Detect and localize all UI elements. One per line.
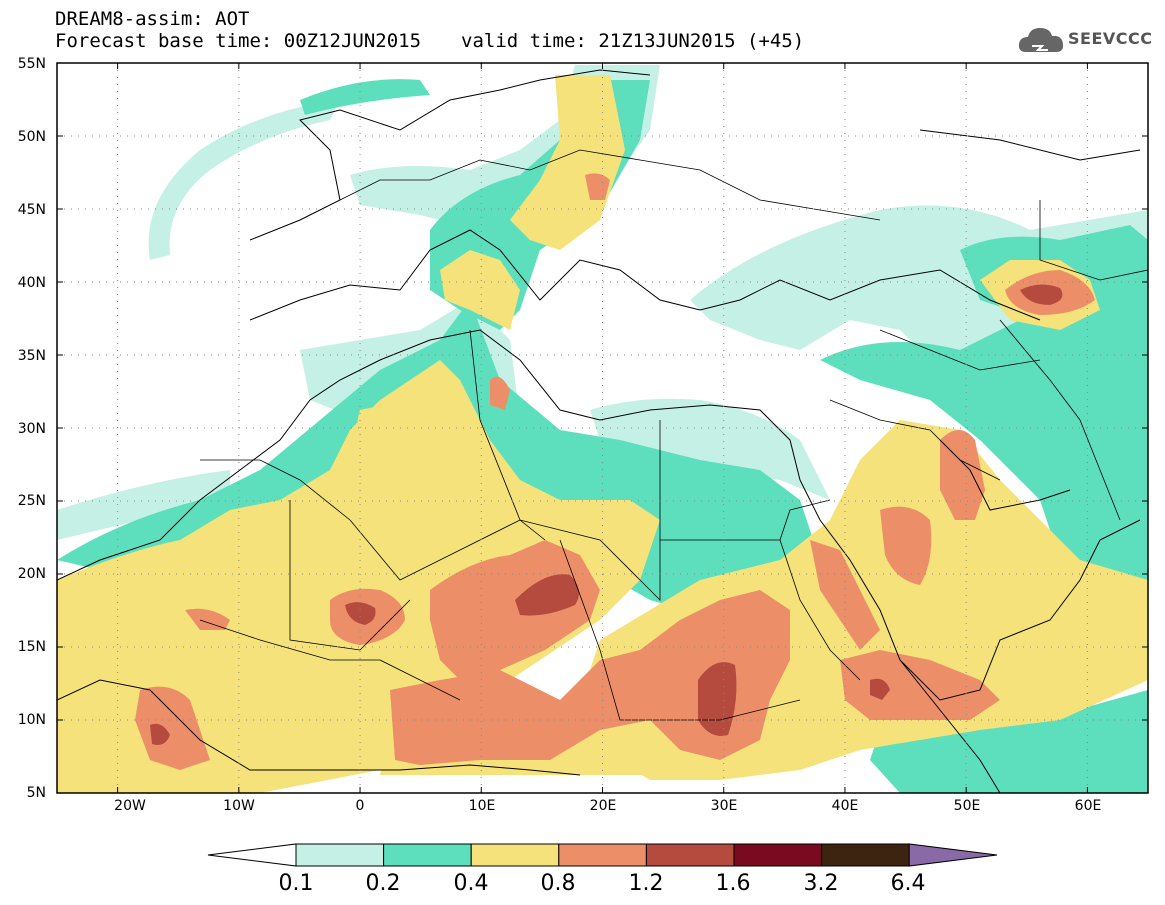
colorbar-swatch (821, 843, 910, 867)
aot-contour (440, 250, 520, 330)
lon-label: 60E (1074, 798, 1102, 814)
aot-contour (820, 320, 1148, 600)
country-border (339, 149, 881, 221)
aot-contour (57, 360, 660, 793)
aot-contour (940, 430, 985, 520)
lat-label: 30N (17, 421, 46, 437)
aot-contour (515, 574, 579, 616)
lon-label: 40E (831, 798, 859, 814)
lon-label: 0 (355, 798, 365, 814)
lon-label: 20W (114, 798, 146, 814)
aot-contour (185, 608, 230, 630)
aot-contour (1020, 284, 1063, 305)
aot-contour (148, 100, 340, 260)
coastline (57, 679, 581, 776)
aot-contour (490, 376, 510, 410)
colorbar-label: 6.4 (890, 871, 926, 896)
aot-contour (870, 690, 1148, 793)
map-title: DREAM8-assim: AOT (55, 8, 250, 30)
aot-contour (880, 506, 932, 585)
aot-field (57, 65, 1148, 793)
lat-label: 15N (17, 639, 46, 655)
colorbar-swatch (295, 843, 385, 867)
colorbar-label: 0.2 (365, 871, 401, 896)
coastlines (57, 69, 1141, 793)
country-border (289, 500, 411, 651)
coastline (919, 129, 1141, 161)
graticule (57, 63, 1148, 793)
aot-contour (698, 662, 737, 736)
aot-contour (357, 406, 430, 460)
colorbar-label: 0.4 (453, 871, 489, 896)
aot-contour (585, 173, 610, 200)
lat-label: 55N (17, 56, 46, 72)
country-border (829, 399, 1001, 481)
axis-ticks (57, 63, 1148, 793)
lat-label: 20N (17, 566, 46, 582)
colorbar-swatch (383, 843, 472, 867)
colorbar-swatch (645, 843, 735, 867)
lon-label: 30E (710, 798, 738, 814)
lat-label: 35N (17, 348, 46, 364)
colorbar-swatch (470, 843, 560, 867)
country-border (469, 329, 546, 541)
lat-label: 45N (17, 202, 46, 218)
aot-contour (870, 678, 890, 700)
aot-contour (510, 75, 625, 250)
base-time: Forecast base time: 00Z12JUN2015 (55, 30, 422, 52)
coastline (249, 229, 1041, 321)
aot-contour (390, 590, 790, 765)
colorbar-swatch (558, 843, 647, 867)
lat-label: 10N (17, 712, 46, 728)
colorbar (207, 843, 998, 867)
lat-label: 25N (17, 493, 46, 509)
aot-layer-1.2 (150, 284, 1063, 745)
lat-label: 5N (26, 785, 46, 801)
aot-contour (57, 470, 230, 540)
country-border (559, 539, 801, 721)
lon-label: 10E (468, 798, 496, 814)
coastline (249, 69, 651, 241)
colorbar-arrow-left (207, 843, 297, 867)
cloud-icon (1018, 28, 1064, 52)
colorbar-label: 0.1 (278, 871, 314, 896)
time-line: Forecast base time: 00Z12JUN2015 valid ti… (55, 30, 804, 52)
aot-contour (135, 686, 210, 770)
coastline (57, 329, 1141, 701)
lon-label: 50E (953, 798, 981, 814)
valid-time: valid time: 21Z13JUN2015 (+45) (461, 30, 805, 52)
seevccc-logo: SEEVCCC (1018, 22, 1158, 58)
aot-contour (300, 79, 430, 115)
colorbar-label: 1.2 (628, 871, 664, 896)
colorbar-label: 0.8 (540, 871, 576, 896)
aot-contour (150, 723, 170, 745)
country-border (999, 319, 1121, 521)
lat-label: 50N (17, 129, 46, 145)
country-border (879, 329, 1041, 371)
colorbar-swatch (733, 843, 823, 867)
country-border (199, 619, 461, 701)
aot-contour (590, 398, 830, 500)
aot-contour (345, 602, 376, 625)
lon-label: 20E (589, 798, 617, 814)
colorbar-label: 3.2 (803, 871, 839, 896)
lat-label: 40N (17, 275, 46, 291)
country-border (1039, 200, 1148, 281)
country-border (200, 459, 831, 601)
coastline (899, 659, 1001, 793)
lon-label: 10W (223, 798, 255, 814)
logo-text: SEEVCCC (1068, 29, 1153, 48)
colorbar-label: 1.6 (715, 871, 751, 896)
colorbar-arrow-right (908, 843, 998, 867)
